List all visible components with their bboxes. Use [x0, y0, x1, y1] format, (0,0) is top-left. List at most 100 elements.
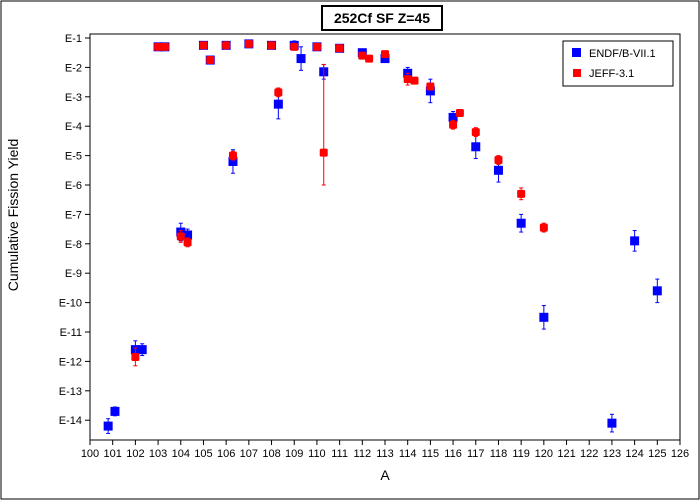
data-point — [365, 54, 374, 63]
x-axis-title: A — [380, 467, 390, 483]
y-tick-label: E-14 — [59, 415, 82, 427]
x-tick-label: 103 — [149, 448, 167, 460]
x-axis: 100 101 102 103 104 105 106 107 108 109 110 111 112 1… — [81, 440, 689, 460]
data-point — [154, 42, 163, 51]
data-point — [471, 142, 481, 152]
y-axis: E-1 E-2 E-3 E-4 E-5 E-6 E-7 E-8 E-9 E-10 E-11 E-12 E… — [59, 33, 90, 427]
x-tick-label: 113 — [376, 448, 394, 460]
data-point — [228, 156, 238, 166]
title-box — [321, 5, 443, 31]
data-point — [296, 54, 306, 64]
x-tick-label: 120 — [535, 448, 553, 460]
data-point — [516, 218, 526, 228]
data-point — [471, 128, 480, 137]
legend-label-jeff: JEFF-3.1 — [589, 68, 634, 80]
y-tick-label: E-4 — [65, 121, 82, 133]
data-point — [494, 156, 503, 165]
data-point — [358, 51, 367, 60]
x-tick-label: 124 — [625, 448, 643, 460]
series-jeff — [131, 39, 548, 367]
legend-marker-endf — [572, 48, 581, 57]
y-tick-label: E-6 — [65, 180, 82, 192]
x-tick-label: 100 — [81, 448, 99, 460]
data-point — [380, 54, 390, 64]
data-point — [539, 223, 548, 232]
x-tick-label: 118 — [490, 448, 508, 460]
x-tick-label: 117 — [467, 448, 485, 460]
data-point — [274, 88, 283, 97]
data-point — [319, 148, 328, 157]
y-axis-title: Cumulative Fission Yield — [5, 139, 21, 292]
data-point — [137, 345, 147, 355]
x-tick-label: 115 — [422, 448, 440, 460]
data-point — [630, 236, 640, 246]
data-point — [183, 230, 193, 240]
data-point — [228, 151, 237, 160]
x-tick-label: 122 — [580, 448, 598, 460]
x-tick-label: 105 — [194, 448, 212, 460]
data-point — [652, 286, 662, 296]
x-tick-label: 104 — [172, 448, 190, 460]
data-point — [103, 421, 113, 431]
data-point — [539, 312, 549, 322]
data-point — [425, 86, 435, 96]
legend-label-endf: ENDF/B-VII.1 — [589, 48, 656, 60]
x-tick-label: 116 — [444, 448, 462, 460]
data-point — [131, 352, 140, 361]
data-point — [455, 108, 464, 117]
data-point — [183, 238, 192, 247]
legend-box — [562, 40, 674, 87]
y-tick-label: E-12 — [59, 356, 82, 368]
x-tick-label: 106 — [217, 448, 235, 460]
y-tick-label: E-10 — [59, 298, 82, 310]
data-point — [110, 406, 120, 416]
data-point — [244, 39, 253, 48]
legend-marker-jeff — [573, 69, 581, 77]
y-tick-label: E-11 — [60, 327, 82, 339]
x-tick-label: 109 — [285, 448, 303, 460]
x-tick-label: 111 — [331, 448, 348, 460]
x-tick-label: 107 — [240, 448, 258, 460]
legend: ENDF/B-VII.1 JEFF-3.1 — [562, 40, 674, 87]
chart-title: 252Cf SF Z=45 — [321, 5, 443, 31]
series-layer — [103, 39, 662, 434]
data-point — [335, 44, 344, 53]
y-tick-label: E-9 — [65, 268, 82, 280]
x-tick-label: 119 — [512, 448, 530, 460]
y-tick-label: E-2 — [65, 62, 82, 74]
x-tick-label: 121 — [557, 448, 575, 460]
x-tick-label: 108 — [262, 448, 280, 460]
x-tick-label: 125 — [648, 448, 666, 460]
data-point — [273, 99, 283, 109]
data-point — [176, 232, 185, 241]
data-point — [403, 75, 412, 84]
data-point — [290, 42, 299, 51]
data-point — [449, 120, 458, 129]
y-tick-label: E-8 — [65, 239, 82, 251]
x-tick-label: 102 — [126, 448, 144, 460]
x-tick-label: 101 — [104, 448, 122, 460]
data-point — [206, 56, 215, 65]
x-tick-label: 123 — [603, 448, 621, 460]
data-point — [267, 41, 276, 50]
data-point — [381, 50, 389, 59]
x-tick-label: 114 — [399, 448, 417, 460]
data-point — [199, 41, 208, 50]
data-point — [410, 76, 419, 85]
data-point — [312, 42, 321, 51]
x-tick-label: 126 — [671, 448, 689, 460]
data-point — [448, 112, 458, 122]
data-point — [607, 418, 617, 428]
data-point — [493, 165, 503, 175]
y-tick-label: E-5 — [65, 151, 82, 163]
data-point — [222, 41, 231, 50]
data-point — [517, 189, 526, 198]
y-tick-label: E-7 — [65, 209, 82, 221]
y-tick-label: E-3 — [65, 92, 82, 104]
data-point — [160, 42, 169, 51]
title-label: 252Cf SF Z=45 — [334, 10, 430, 26]
y-tick-label: E-1 — [65, 33, 82, 45]
x-tick-label: 112 — [354, 448, 372, 460]
y-tick-label: E-13 — [59, 386, 82, 398]
